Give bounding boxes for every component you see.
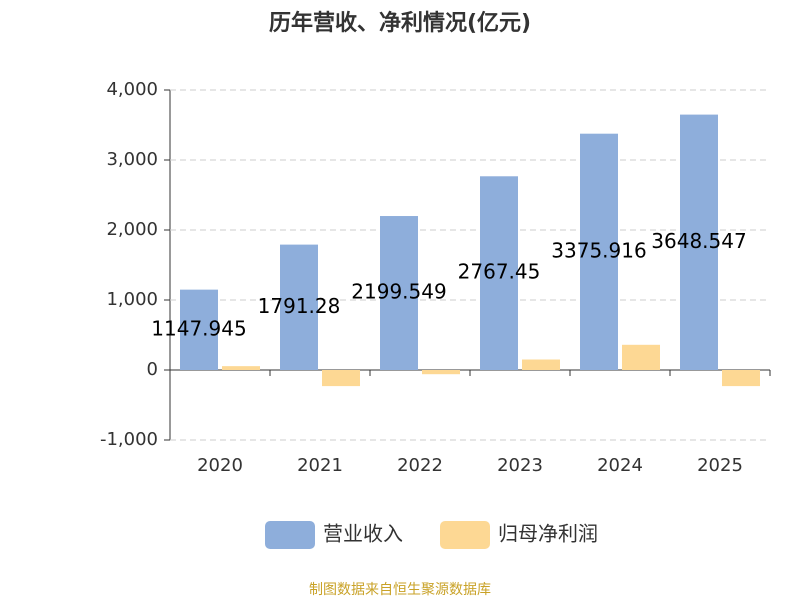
x-tick-label: 2023 — [497, 455, 543, 476]
x-tick-label: 2024 — [597, 455, 643, 476]
value-label: 1791.28 — [258, 294, 341, 318]
chart-title: 历年营收、净利情况(亿元) — [269, 10, 531, 36]
y-tick-label: 1,000 — [106, 289, 158, 310]
y-tick-label: 3,000 — [106, 149, 158, 170]
bar — [722, 370, 760, 387]
value-label: 1147.945 — [151, 316, 246, 340]
bar — [422, 370, 460, 375]
legend-swatch — [440, 521, 490, 549]
x-tick-label: 2020 — [197, 455, 243, 476]
legend-label: 营业收入 — [323, 522, 403, 546]
x-tick-label: 2021 — [297, 455, 343, 476]
bar — [580, 133, 618, 370]
bar — [222, 366, 260, 370]
value-label: 3375.916 — [551, 238, 646, 262]
y-tick-label: -1,000 — [100, 429, 158, 450]
value-label: 3648.547 — [651, 229, 746, 253]
bar — [280, 244, 318, 370]
legend-label: 归母净利润 — [498, 522, 598, 546]
y-tick-label: 4,000 — [106, 79, 158, 100]
bar — [180, 289, 218, 370]
x-tick-label: 2025 — [697, 455, 743, 476]
y-tick-label: 2,000 — [106, 219, 158, 240]
bar — [480, 176, 518, 370]
value-label: 2767.45 — [458, 260, 541, 284]
bar — [522, 359, 560, 370]
source-note: 制图数据来自恒生聚源数据库 — [309, 582, 491, 598]
x-tick-label: 2022 — [397, 455, 443, 476]
y-tick-label: 0 — [147, 359, 158, 380]
legend-swatch — [265, 521, 315, 549]
value-label: 2199.549 — [351, 280, 446, 304]
bar — [680, 114, 718, 370]
bar — [380, 216, 418, 370]
bar — [622, 344, 660, 370]
bar — [322, 370, 360, 387]
